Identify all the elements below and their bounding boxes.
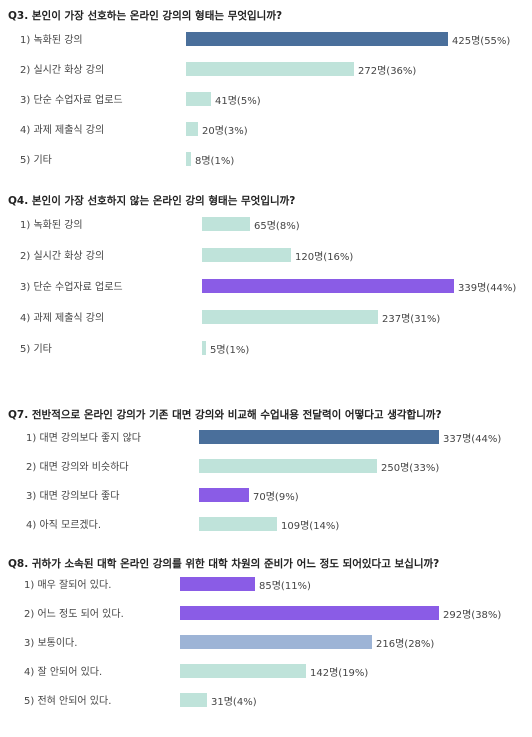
bar [186, 92, 211, 106]
bar [180, 606, 439, 620]
bar-row: 2) 실시간 화상 강의 272명(36%) [0, 60, 532, 78]
category-label: 3) 대면 강의보다 좋다 [26, 491, 120, 502]
category-label: 3) 단순 수업자료 업로드 [20, 282, 123, 293]
bar [180, 635, 372, 649]
category-label: 2) 실시간 화상 강의 [20, 65, 105, 76]
bar-row: 1) 매우 잘되어 있다. 85명(11%) [0, 575, 532, 593]
bar-row: 5) 기타 8명(1%) [0, 150, 532, 168]
category-label: 1) 녹화된 강의 [20, 220, 83, 231]
chart-title: Q8. 귀하가 소속된 대학 온라인 강의를 위한 대학 차원의 준비가 어느 … [8, 558, 440, 570]
category-label: 3) 단순 수업자료 업로드 [20, 95, 123, 106]
category-label: 2) 대면 강의와 비슷하다 [26, 462, 129, 473]
value-label: 65명(8%) [254, 221, 300, 232]
bar-row: 1) 대면 강의보다 좋지 않다 337명(44%) [0, 428, 532, 446]
bar-row: 3) 보통이다. 216명(28%) [0, 633, 532, 651]
value-label: 216명(28%) [376, 639, 435, 650]
value-label: 41명(5%) [215, 96, 261, 107]
bar [186, 122, 198, 136]
value-label: 70명(9%) [253, 492, 299, 503]
category-label: 1) 대면 강의보다 좋지 않다 [26, 433, 141, 444]
bar-row: 3) 단순 수업자료 업로드 41명(5%) [0, 90, 532, 108]
category-label: 2) 어느 정도 되어 있다. [24, 609, 124, 620]
bar-row: 5) 기타 5명(1%) [0, 339, 532, 357]
bar [199, 517, 277, 531]
chart-title: Q3. 본인이 가장 선호하는 온라인 강의의 형태는 무엇입니까? [8, 10, 283, 22]
bar-row: 1) 녹화된 강의 425명(55%) [0, 30, 532, 48]
value-label: 8명(1%) [195, 156, 235, 167]
bar [202, 279, 454, 293]
bar [186, 152, 191, 166]
bar-row: 4) 과제 제출식 강의 20명(3%) [0, 120, 532, 138]
chart-section-2: Q4. 본인이 가장 선호하지 않는 온라인 강의 형태는 무엇입니까? 1) 녹… [0, 193, 532, 370]
bar [199, 459, 377, 473]
bar [180, 693, 207, 707]
bar [199, 430, 439, 444]
category-label: 1) 매우 잘되어 있다. [24, 580, 112, 591]
bar-row: 3) 대면 강의보다 좋다 70명(9%) [0, 486, 532, 504]
value-label: 31명(4%) [211, 697, 257, 708]
value-label: 250명(33%) [381, 463, 440, 474]
bar [202, 248, 291, 262]
bar-row: 4) 아직 모르겠다. 109명(14%) [0, 515, 532, 533]
bar [186, 62, 354, 76]
bar [202, 341, 206, 355]
bar-row: 4) 잘 안되어 있다. 142명(19%) [0, 662, 532, 680]
bar [199, 488, 249, 502]
category-label: 4) 과제 제출식 강의 [20, 313, 105, 324]
bar-row: 2) 대면 강의와 비슷하다 250명(33%) [0, 457, 532, 475]
bar-row: 4) 과제 제출식 강의 237명(31%) [0, 308, 532, 326]
bar [180, 664, 306, 678]
category-label: 4) 잘 안되어 있다. [24, 667, 103, 678]
bar-row: 3) 단순 수업자료 업로드 339명(44%) [0, 277, 532, 295]
value-label: 109명(14%) [281, 521, 340, 532]
category-label: 5) 기타 [20, 344, 52, 355]
chart-section-3: Q7. 전반적으로 온라인 강의가 기존 대면 강의와 비교해 수업내용 전달력… [0, 407, 532, 544]
category-label: 2) 실시간 화상 강의 [20, 251, 105, 262]
value-label: 5명(1%) [210, 345, 250, 356]
category-label: 4) 아직 모르겠다. [26, 520, 101, 531]
chart-section-4: Q8. 귀하가 소속된 대학 온라인 강의를 위한 대학 차원의 준비가 어느 … [0, 556, 532, 720]
value-label: 292명(38%) [443, 610, 502, 621]
value-label: 337명(44%) [443, 434, 502, 445]
value-label: 142명(19%) [310, 668, 369, 679]
bar-row: 5) 전혀 안되어 있다. 31명(4%) [0, 691, 532, 709]
category-label: 5) 기타 [20, 155, 52, 166]
value-label: 272명(36%) [358, 66, 417, 77]
bar [202, 217, 250, 231]
value-label: 120명(16%) [295, 252, 354, 263]
bar [180, 577, 255, 591]
value-label: 237명(31%) [382, 314, 441, 325]
value-label: 339명(44%) [458, 283, 517, 294]
value-label: 20명(3%) [202, 126, 248, 137]
chart-title: Q7. 전반적으로 온라인 강의가 기존 대면 강의와 비교해 수업내용 전달력… [8, 409, 442, 421]
category-label: 3) 보통이다. [24, 638, 78, 649]
bar [186, 32, 448, 46]
bar-row: 1) 녹화된 강의 65명(8%) [0, 215, 532, 233]
bar-row: 2) 어느 정도 되어 있다. 292명(38%) [0, 604, 532, 622]
category-label: 4) 과제 제출식 강의 [20, 125, 105, 136]
category-label: 5) 전혀 안되어 있다. [24, 696, 112, 707]
value-label: 85명(11%) [259, 581, 311, 592]
bar [202, 310, 378, 324]
category-label: 1) 녹화된 강의 [20, 35, 83, 46]
chart-title: Q4. 본인이 가장 선호하지 않는 온라인 강의 형태는 무엇입니까? [8, 195, 296, 207]
bar-row: 2) 실시간 화상 강의 120명(16%) [0, 246, 532, 264]
chart-section-1: Q3. 본인이 가장 선호하는 온라인 강의의 형태는 무엇입니까? 1) 녹화된… [0, 8, 532, 180]
value-label: 425명(55%) [452, 36, 511, 47]
